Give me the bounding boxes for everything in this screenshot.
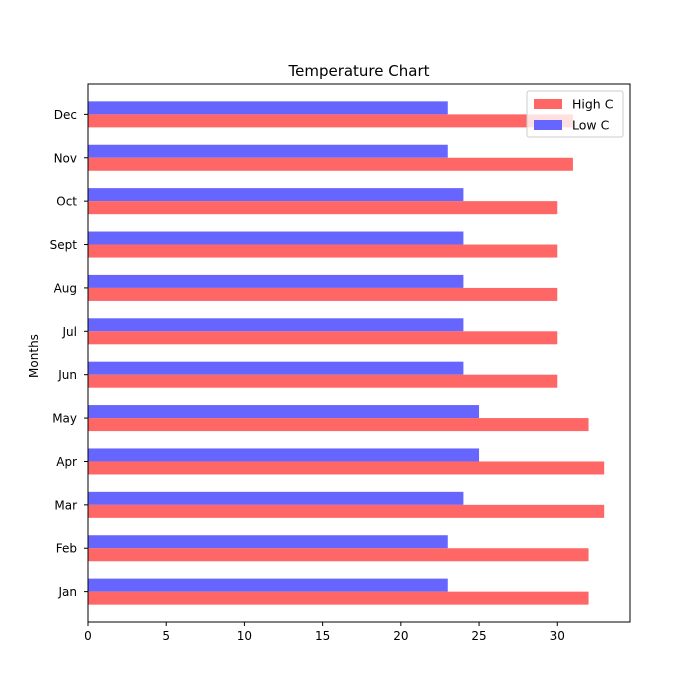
legend-swatch-low [534, 120, 562, 130]
bar-low-mar [88, 491, 464, 505]
y-tick-label-mar: Mar [54, 498, 77, 512]
y-tick-label-feb: Feb [56, 542, 77, 556]
y-tick-label-oct: Oct [56, 195, 77, 209]
y-tick-label-apr: Apr [56, 455, 77, 469]
x-tick-label-0: 0 [84, 629, 92, 643]
legend-label-high: High C [572, 97, 614, 112]
bar-high-dec [88, 114, 573, 128]
x-tick-label-5: 5 [162, 629, 170, 643]
y-ticks-group: Jan Feb Mar Apr May Jun Jul Aug Sept Oct Nov Dec [50, 108, 88, 599]
y-axis-label: Months [27, 334, 41, 378]
bar-high-jun [88, 374, 558, 388]
bar-high-jan [88, 591, 589, 605]
chart-title: Temperature Chart [287, 62, 429, 80]
bar-high-nov [88, 157, 573, 171]
x-tick-label-20: 20 [393, 629, 408, 643]
bar-high-jul [88, 331, 558, 345]
bar-high-sept [88, 244, 558, 258]
x-tick-label-30: 30 [550, 629, 565, 643]
bar-high-may [88, 418, 589, 432]
bar-high-aug [88, 287, 558, 301]
plot-frame [87, 83, 631, 623]
bar-low-sept [88, 231, 464, 245]
bar-low-may [88, 405, 480, 419]
bar-high-oct [88, 201, 558, 215]
legend: High C Low C [526, 90, 624, 138]
x-ticks-group: 0 5 10 15 20 25 30 [84, 622, 565, 643]
y-tick-label-sept: Sept [50, 238, 78, 252]
bar-high-feb [88, 548, 589, 562]
y-tick-label-jun: Jun [57, 368, 77, 382]
x-tick-label-15: 15 [315, 629, 330, 643]
y-tick-label-aug: Aug [54, 281, 77, 295]
bars-group [88, 101, 605, 605]
y-tick-label-may: May [52, 412, 77, 426]
x-tick-label-25: 25 [471, 629, 486, 643]
y-tick-label-nov: Nov [54, 151, 77, 165]
bar-low-aug [88, 274, 464, 288]
bar-low-jun [88, 361, 464, 375]
legend-label-low: Low C [572, 118, 610, 133]
bar-low-feb [88, 535, 448, 549]
bar-low-jul [88, 318, 464, 332]
bar-low-jan [88, 578, 448, 592]
x-tick-label-10: 10 [237, 629, 252, 643]
bar-high-apr [88, 461, 605, 475]
bar-low-nov [88, 144, 448, 158]
y-tick-label-jul: Jul [62, 325, 77, 339]
bar-low-oct [88, 188, 464, 202]
y-tick-label-jan: Jan [58, 585, 78, 599]
legend-swatch-high [534, 99, 562, 109]
bar-low-apr [88, 448, 480, 462]
bar-low-dec [88, 101, 448, 115]
y-tick-label-dec: Dec [54, 108, 77, 122]
bar-high-mar [88, 504, 605, 518]
